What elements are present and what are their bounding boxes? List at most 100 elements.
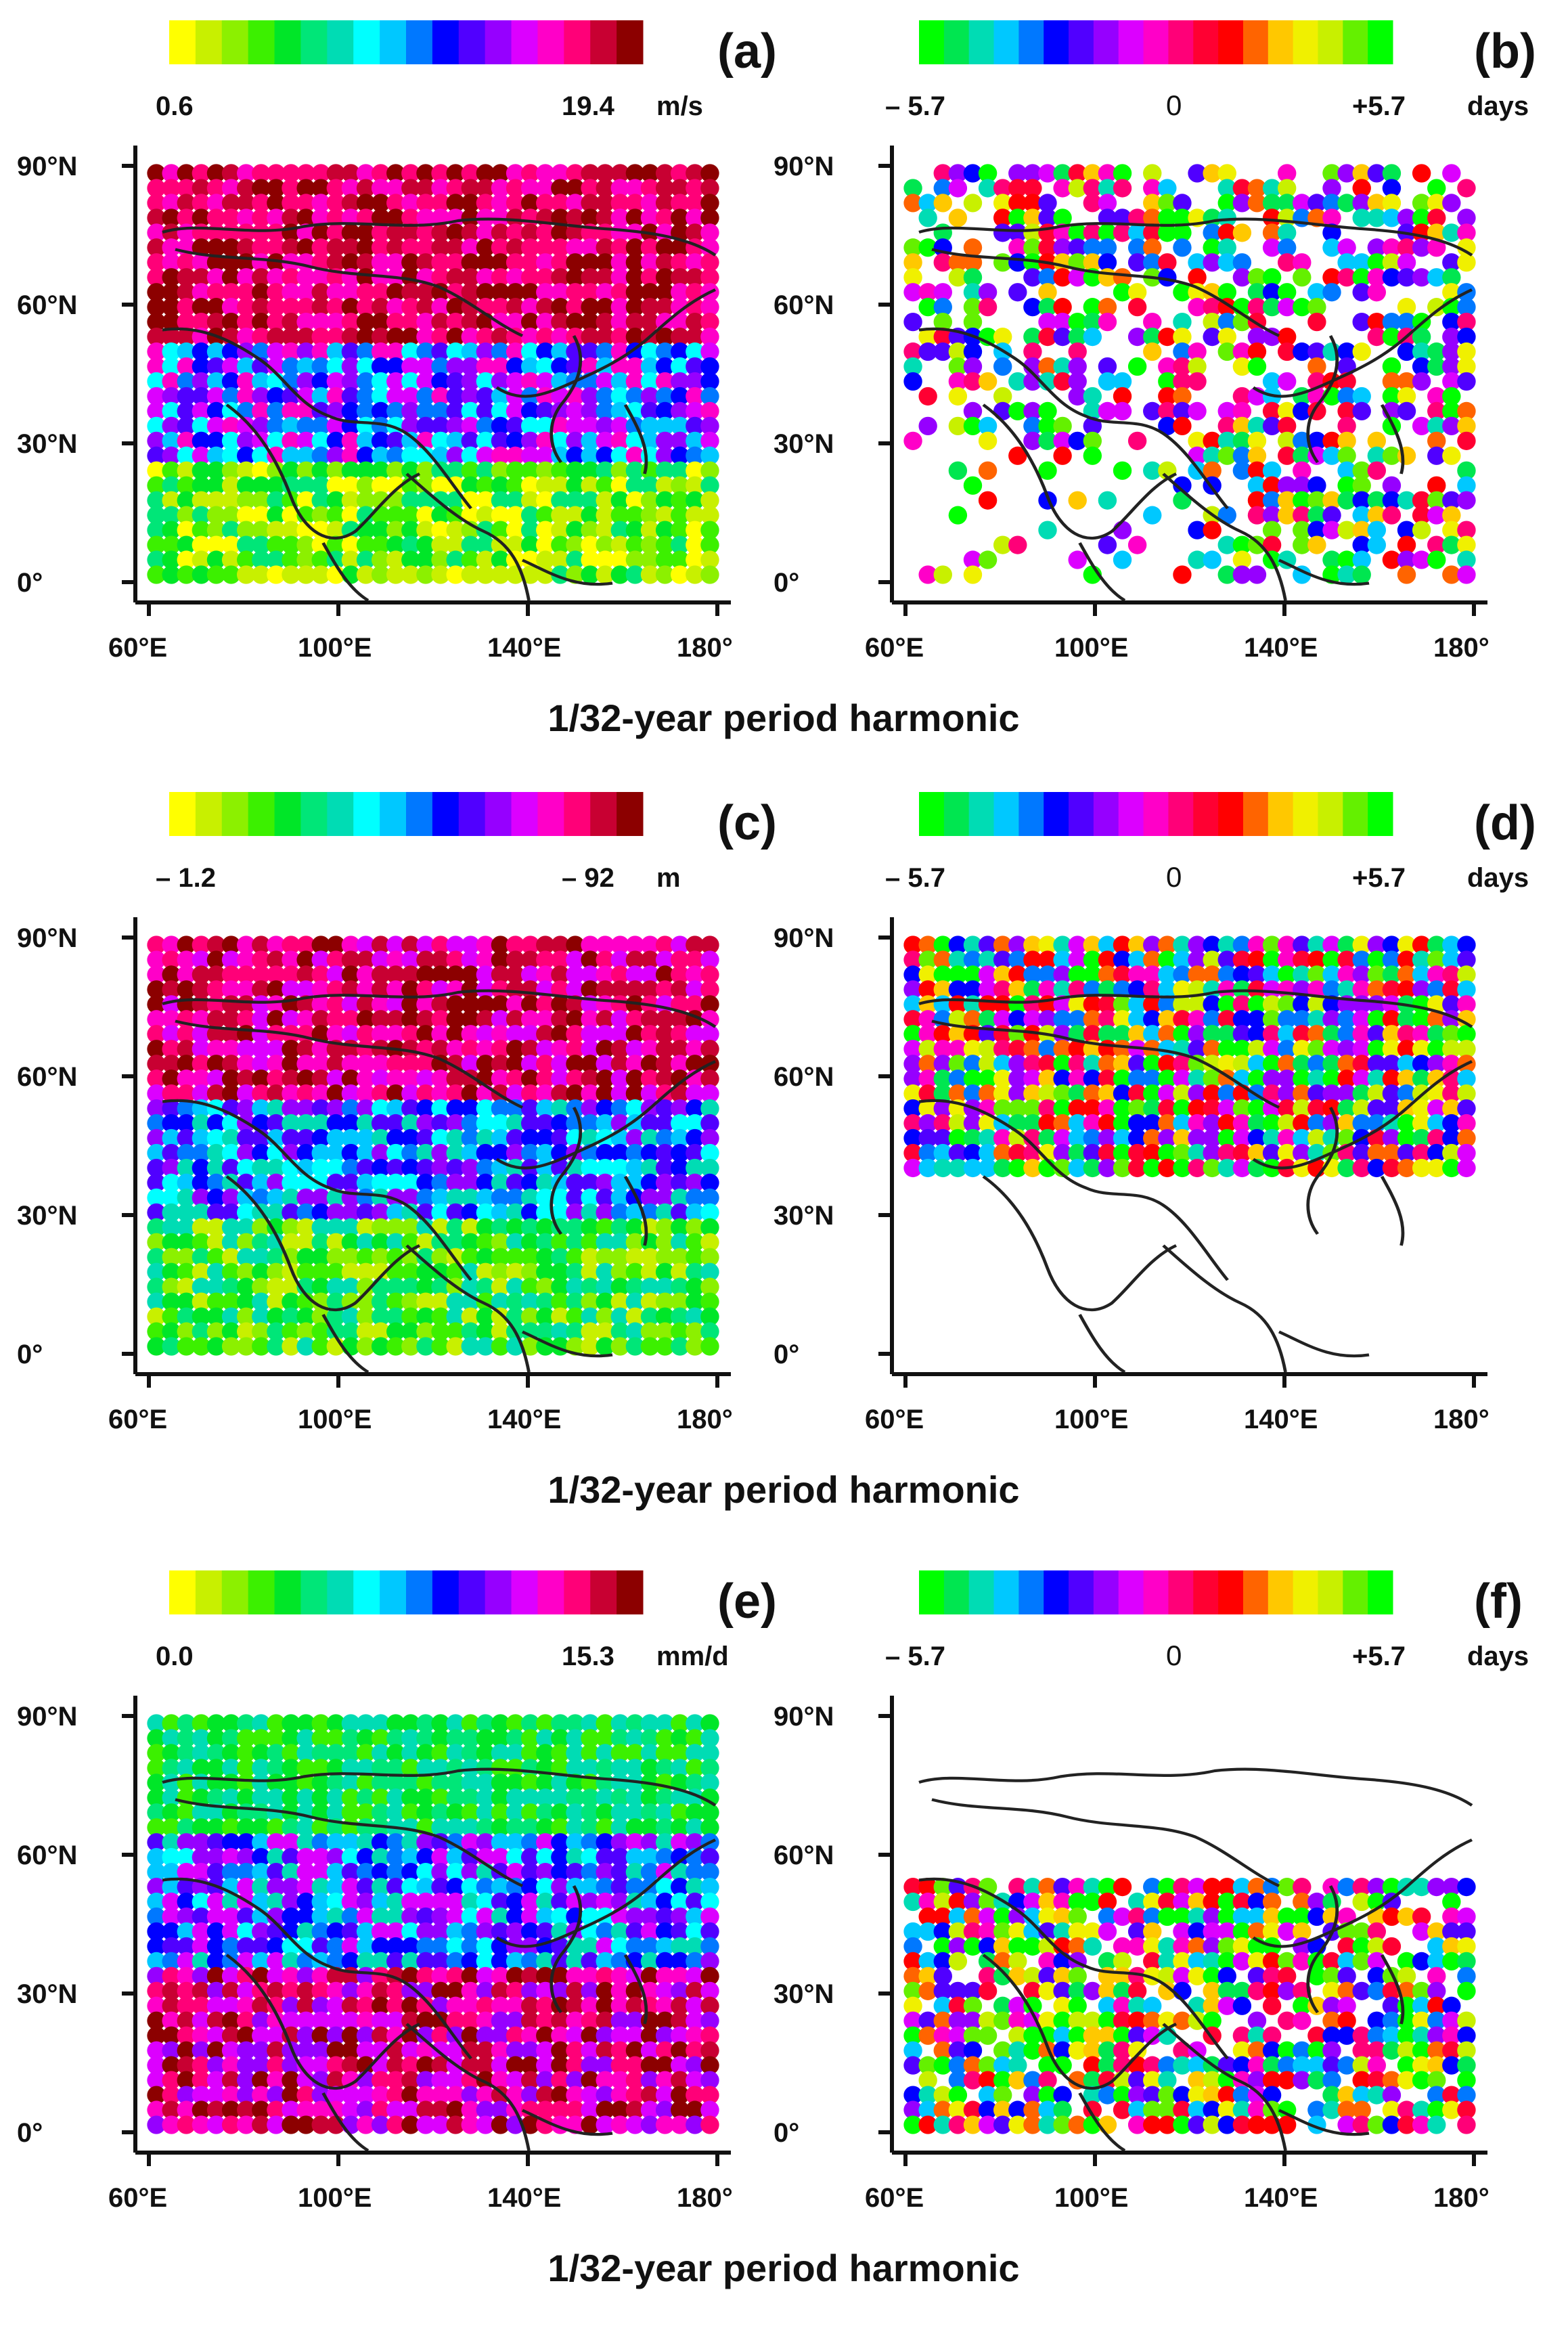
colorbar-swatch bbox=[1193, 1570, 1218, 1614]
colorbar-swatch bbox=[1243, 1570, 1268, 1614]
data-cell bbox=[979, 298, 997, 316]
colorbar-swatch bbox=[1018, 20, 1044, 64]
data-cell bbox=[1248, 565, 1266, 584]
data-cell bbox=[1173, 565, 1191, 584]
x-tick-label: 140°E bbox=[1244, 633, 1318, 663]
colorbar-swatch bbox=[1343, 792, 1368, 836]
colorbar-swatch bbox=[994, 1570, 1019, 1614]
colorbar-swatch bbox=[1018, 792, 1044, 836]
data-cell bbox=[1412, 521, 1431, 540]
data-cell bbox=[1128, 298, 1146, 316]
colorbar-swatch bbox=[1293, 792, 1318, 836]
colorbar-swatch bbox=[1268, 20, 1293, 64]
colorbar-swatch bbox=[1218, 792, 1243, 836]
colorbar-swatch bbox=[1318, 1570, 1343, 1614]
x-tick-label: 60°E bbox=[108, 2183, 167, 2213]
y-tick-label: 0° bbox=[774, 568, 799, 598]
data-cell bbox=[1188, 372, 1206, 391]
data-cell bbox=[1442, 164, 1460, 182]
colorbar-mid-label: 0 bbox=[1166, 861, 1182, 893]
data-cell bbox=[1128, 357, 1146, 376]
colorbar-swatch bbox=[1243, 20, 1268, 64]
colorbar-swatch bbox=[1069, 792, 1094, 836]
panel-label: (b) bbox=[1474, 24, 1536, 79]
data-cell bbox=[1233, 223, 1251, 242]
colorbar-swatch bbox=[1094, 1570, 1119, 1614]
colorbar-swatch bbox=[919, 1570, 944, 1614]
data-cell bbox=[1128, 432, 1146, 450]
colorbar-swatch bbox=[1044, 20, 1069, 64]
data-cell bbox=[1307, 313, 1326, 331]
data-cell bbox=[1412, 164, 1431, 182]
colorbar-swatch bbox=[248, 20, 275, 64]
colorbar bbox=[169, 20, 644, 64]
colorbar-swatch bbox=[590, 20, 617, 64]
colorbar-swatch bbox=[1268, 1570, 1293, 1614]
x-tick-label: 180° bbox=[677, 2183, 733, 2213]
colorbar-swatch bbox=[1144, 792, 1169, 836]
colorbar-swatch bbox=[1018, 1570, 1044, 1614]
y-tick-label: 30°N bbox=[774, 429, 834, 459]
colorbar-swatch bbox=[300, 792, 327, 836]
colorbar-swatch bbox=[1119, 792, 1144, 836]
data-cell bbox=[1368, 283, 1386, 301]
colorbar-swatch bbox=[432, 1570, 459, 1614]
data-cell bbox=[1083, 447, 1102, 465]
data-field bbox=[147, 164, 719, 584]
y-tick-label: 60°N bbox=[17, 290, 77, 320]
data-field bbox=[903, 164, 1475, 584]
data-cell bbox=[1098, 535, 1117, 554]
colorbar-swatch bbox=[1044, 792, 1069, 836]
data-cell bbox=[1113, 1878, 1132, 1896]
colorbar-min-label: 0.0 bbox=[156, 1642, 194, 1671]
x-tick-label: 140°E bbox=[1244, 1405, 1318, 1434]
data-cell bbox=[964, 565, 982, 584]
y-tick-label: 90°N bbox=[17, 1702, 77, 1732]
data-cell bbox=[949, 462, 967, 480]
y-tick-label: 0° bbox=[17, 1340, 43, 1369]
colorbar-swatch bbox=[564, 20, 590, 64]
data-cell bbox=[1113, 521, 1132, 540]
data-cell bbox=[993, 357, 1012, 376]
colorbar-swatch bbox=[512, 792, 538, 836]
data-cell bbox=[1188, 402, 1206, 420]
x-tick-label: 140°E bbox=[487, 2183, 561, 2213]
colorbar-swatch bbox=[1044, 1570, 1069, 1614]
data-field bbox=[147, 1714, 719, 2134]
colorbar-swatch bbox=[1318, 20, 1343, 64]
data-cell bbox=[1069, 491, 1087, 510]
data-cell bbox=[1353, 402, 1371, 420]
colorbar-swatch bbox=[1119, 1570, 1144, 1614]
colorbar-swatch bbox=[275, 792, 301, 836]
colorbar-swatch bbox=[1343, 20, 1368, 64]
colorbar-swatch bbox=[327, 792, 353, 836]
colorbar-swatch bbox=[537, 792, 564, 836]
colorbar-swatch bbox=[1168, 792, 1193, 836]
colorbar-swatch bbox=[1243, 792, 1268, 836]
colorbar-swatch bbox=[485, 1570, 512, 1614]
colorbar-swatch bbox=[1368, 1570, 1393, 1614]
colorbar-swatch bbox=[994, 20, 1019, 64]
data-cell bbox=[1098, 1922, 1117, 1941]
colorbar-max-label: – 92 bbox=[562, 863, 614, 893]
data-cell bbox=[1368, 462, 1386, 480]
colorbar-swatch bbox=[248, 1570, 275, 1614]
data-cell bbox=[979, 432, 997, 450]
y-tick-label: 30°N bbox=[17, 1201, 77, 1231]
colorbar-swatch bbox=[459, 792, 485, 836]
colorbar-swatch bbox=[1218, 1570, 1243, 1614]
colorbar-swatch bbox=[537, 1570, 564, 1614]
y-tick-label: 60°N bbox=[17, 1062, 77, 1092]
y-tick-label: 90°N bbox=[774, 923, 834, 953]
data-cell bbox=[979, 550, 997, 569]
colorbar-swatch bbox=[944, 20, 969, 64]
data-cell bbox=[1322, 283, 1341, 301]
colorbar-swatch bbox=[459, 20, 485, 64]
panel-label: (f) bbox=[1474, 1575, 1523, 1629]
colorbar bbox=[169, 1570, 644, 1614]
colorbar-swatch bbox=[432, 792, 459, 836]
data-cell bbox=[700, 2115, 719, 2134]
colorbar-swatch bbox=[1293, 1570, 1318, 1614]
